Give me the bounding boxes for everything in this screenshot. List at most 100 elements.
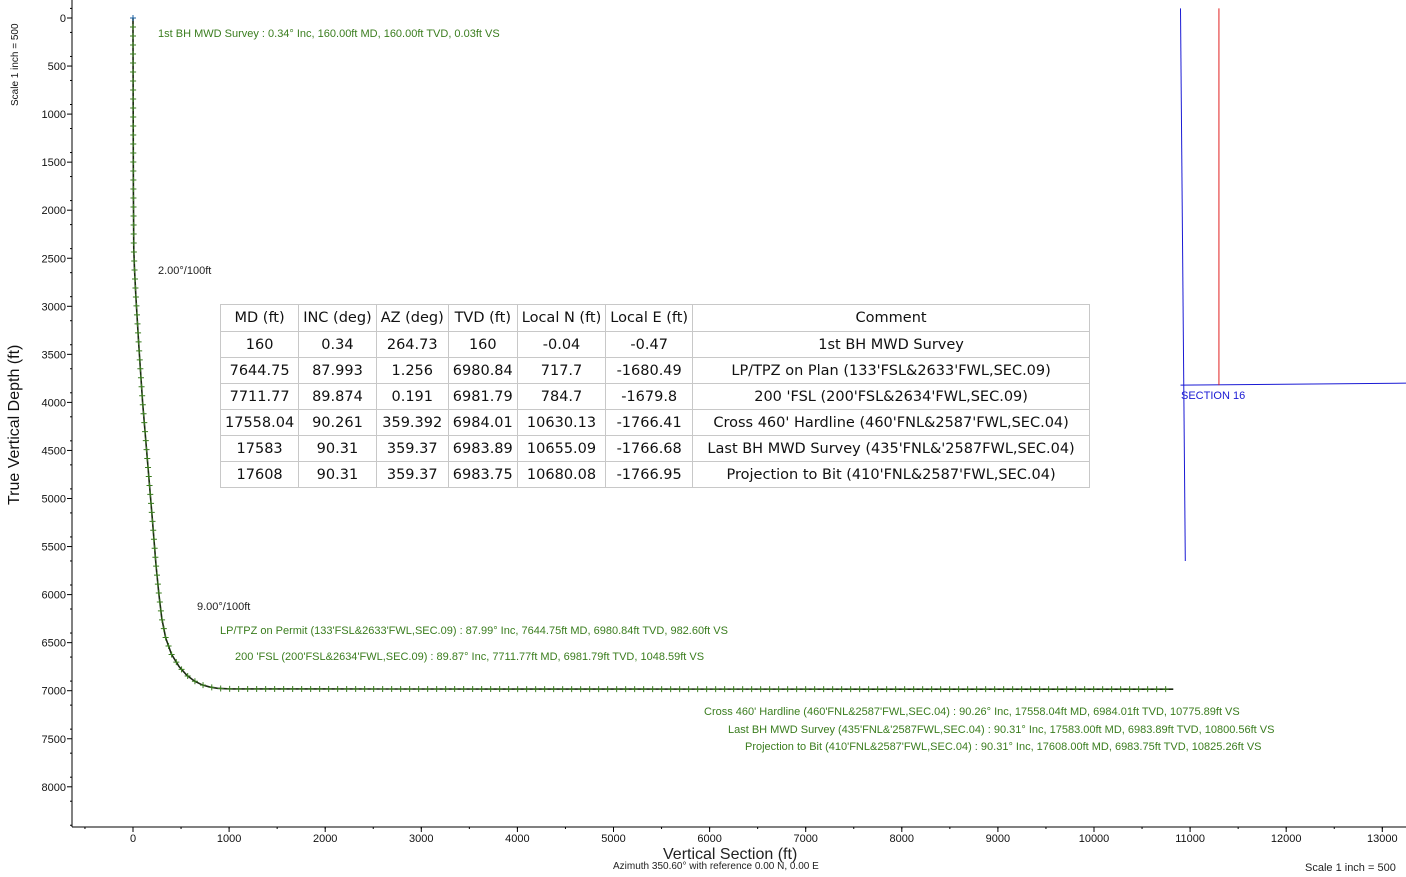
section-lines xyxy=(1179,8,1406,561)
table-cell: 7644.75 xyxy=(219,357,300,384)
table-cell: 7711.77 xyxy=(219,383,300,410)
survey-marker xyxy=(451,686,458,693)
table-cell: -0.04 xyxy=(516,331,607,358)
survey-marker xyxy=(1117,686,1124,693)
survey-marker xyxy=(147,491,154,498)
table-row: 17608 90.31 359.37 6983.75 10680.08 -1766.95 P… xyxy=(219,461,1091,488)
survey-marker xyxy=(137,365,144,372)
survey-marker xyxy=(874,686,881,693)
survey-marker xyxy=(316,685,323,692)
survey-marker xyxy=(280,685,287,692)
y-tick-label: 6000 xyxy=(42,590,66,602)
survey-marker xyxy=(613,686,620,693)
y-tick-label: 4000 xyxy=(42,397,66,409)
survey-marker xyxy=(1054,686,1061,693)
survey-marker xyxy=(469,686,476,693)
survey-marker xyxy=(130,95,137,102)
survey-marker xyxy=(694,686,701,693)
survey-marker xyxy=(883,686,890,693)
table-cell: 87.993 xyxy=(298,357,377,384)
table-cell: 17558.04 xyxy=(219,409,300,436)
survey-marker xyxy=(149,518,156,525)
table-cell: 1st BH MWD Survey xyxy=(692,331,1091,358)
survey-marker xyxy=(640,686,647,693)
survey-marker xyxy=(151,545,158,552)
table-cell: 359.37 xyxy=(375,435,449,462)
survey-marker xyxy=(226,685,233,692)
survey-marker xyxy=(135,329,142,336)
survey-marker xyxy=(388,686,395,693)
table-cell: 264.73 xyxy=(375,331,449,358)
survey-marker xyxy=(721,686,728,693)
survey-marker xyxy=(397,686,404,693)
survey-marker xyxy=(134,320,141,327)
scale-label-left: Scale 1 inch = 500 xyxy=(10,23,21,106)
survey-marker xyxy=(132,293,139,300)
survey-marker xyxy=(145,464,152,471)
survey-marker xyxy=(937,686,944,693)
survey-marker xyxy=(130,59,137,66)
table-cell: 10655.09 xyxy=(516,435,607,462)
projection-annotation: Projection to Bit (410'FNL&2587'FWL,SEC.… xyxy=(745,741,1262,753)
table-cell: -1766.68 xyxy=(605,435,694,462)
axes xyxy=(67,0,1406,832)
dogleg-annotation-1: 2.00°/100ft xyxy=(158,265,212,277)
survey-marker xyxy=(244,685,251,692)
survey-marker xyxy=(946,686,953,693)
survey-marker xyxy=(595,686,602,693)
survey-marker xyxy=(130,105,137,111)
survey-marker xyxy=(343,685,350,692)
table-cell: Cross 460' Hardline (460'FNL&2587'FWL,SE… xyxy=(692,409,1091,436)
x-tick-label: 13000 xyxy=(1367,833,1398,845)
table-row: 17558.04 90.261 359.392 6984.01 10630.13 -176… xyxy=(219,409,1091,436)
survey-marker xyxy=(865,686,872,693)
survey-marker xyxy=(415,686,422,693)
survey-marker xyxy=(1027,686,1034,693)
survey-marker xyxy=(1126,686,1133,693)
survey-marker xyxy=(838,686,845,693)
survey-marker xyxy=(152,554,159,561)
survey-marker xyxy=(289,685,296,692)
survey-marker xyxy=(892,686,899,693)
survey-marker xyxy=(478,686,485,693)
survey-marker xyxy=(138,383,145,390)
x-tick-label: 8000 xyxy=(890,833,914,845)
table-cell: Projection to Bit (410'FNL&2587'FWL,SEC.… xyxy=(692,461,1091,488)
x-tick-label: 5000 xyxy=(601,833,625,845)
table-cell: -0.47 xyxy=(605,331,694,358)
survey-marker xyxy=(130,24,136,30)
survey-marker xyxy=(130,114,137,120)
survey-marker xyxy=(829,686,836,693)
survey-marker xyxy=(131,257,138,264)
survey-marker xyxy=(703,686,710,693)
survey-marker xyxy=(361,685,368,692)
table-row: 160 0.34 264.73 160 -0.04 -0.47 1st BH MWD Sur… xyxy=(219,331,1091,358)
y-tick-label: 2000 xyxy=(42,205,66,217)
survey-marker xyxy=(178,666,185,673)
y-tick-label: 5000 xyxy=(42,494,66,506)
survey-marker xyxy=(748,686,755,693)
x-axis-title: Vertical Section (ft) xyxy=(663,846,798,863)
survey-marker xyxy=(184,672,191,679)
table-cell: 6981.79 xyxy=(447,383,518,410)
table-cell: -1679.8 xyxy=(605,383,694,410)
y-tick-label: 500 xyxy=(48,61,66,73)
survey-marker xyxy=(271,685,278,692)
survey-marker xyxy=(325,685,332,692)
cross-hardline-annotation: Cross 460' Hardline (460'FNL&2587'FWL,SE… xyxy=(704,706,1240,718)
table-cell: 17583 xyxy=(219,435,300,462)
survey-marker xyxy=(139,392,146,399)
survey-marker xyxy=(739,686,746,693)
survey-marker xyxy=(130,177,137,183)
survey-marker xyxy=(577,686,584,693)
survey-marker xyxy=(1018,686,1025,693)
survey-marker xyxy=(156,598,163,605)
survey-marker xyxy=(784,686,791,693)
table-cell: 200 'FSL (200'FSL&2634'FWL,SEC.09) xyxy=(692,383,1091,410)
survey-marker xyxy=(1135,686,1142,693)
survey-marker xyxy=(157,607,164,614)
survey-marker xyxy=(235,685,242,692)
x-tick-label: 4000 xyxy=(505,833,529,845)
table-cell: 17608 xyxy=(219,461,300,488)
table-cell: 89.874 xyxy=(298,383,377,410)
